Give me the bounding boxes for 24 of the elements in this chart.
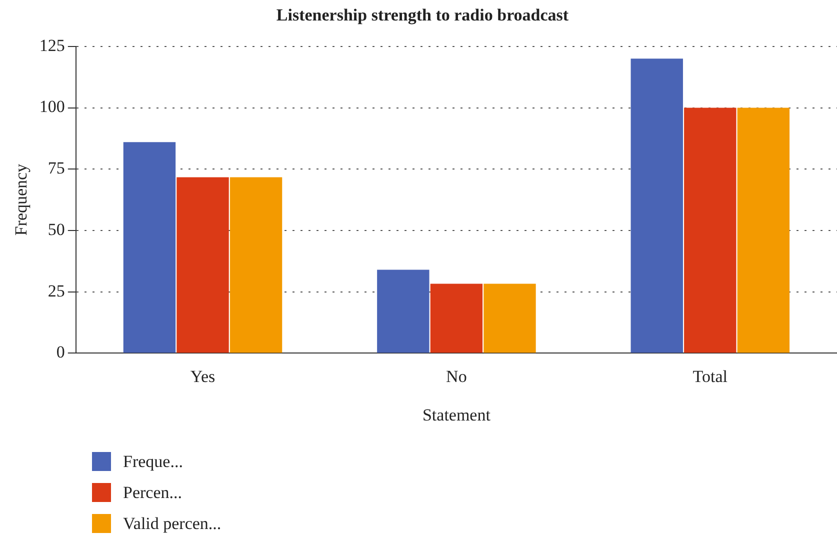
x-tick-label: No — [446, 366, 467, 386]
y-axis-title: Frequency — [12, 163, 31, 236]
y-tick-label: 0 — [56, 342, 65, 362]
y-tick-label: 25 — [48, 281, 65, 300]
y-tick-label: 50 — [48, 220, 65, 239]
bar — [630, 58, 683, 353]
bar — [737, 108, 790, 353]
legend-label: Percen... — [123, 482, 182, 502]
y-tick-label: 75 — [48, 158, 65, 178]
bar — [176, 177, 229, 353]
x-axis-title: Statement — [422, 405, 491, 424]
bar — [377, 270, 430, 353]
y-tick-label: 100 — [39, 97, 65, 116]
y-tick-label: 125 — [39, 36, 65, 55]
legend-label: Freque... — [123, 452, 183, 472]
x-tick-label: Total — [692, 366, 728, 386]
bar — [230, 177, 282, 353]
bar — [684, 108, 736, 353]
legend-label: Valid percen... — [123, 514, 222, 534]
bar — [484, 284, 536, 353]
bar — [430, 284, 483, 353]
chart-title: Listenership strength to radio broadcast — [276, 6, 569, 25]
x-tick-label: Yes — [190, 366, 216, 386]
bar — [123, 142, 176, 353]
